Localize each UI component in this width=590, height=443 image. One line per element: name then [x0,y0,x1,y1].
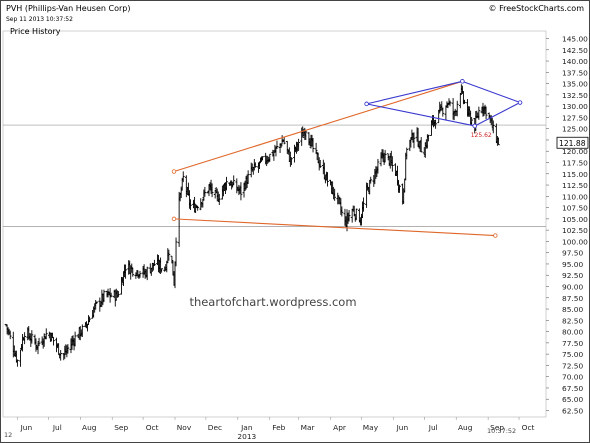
y-tick-label: 120.00 [562,147,588,156]
trendline [366,80,463,105]
y-tick-label: 137.50 [562,68,588,77]
plot-area [2,30,547,418]
y-tick-label: 102.50 [562,226,588,235]
x-tick-label: Jan [240,423,253,432]
y-tick-label: 145.00 [562,35,588,44]
x-tick-label: Jul [52,423,62,432]
y-tick-label: 92.50 [562,271,583,280]
x-axis: Jun Jul Aug Sep Oct Nov Dec Jan Feb Mar Apr May Jun J… [17,417,535,441]
x-tick-label: Dec [208,423,222,432]
x-tick-label: Aug [82,423,97,432]
y-tick-label: 135.00 [562,80,588,89]
x-tick-label: Sep [114,423,128,432]
y-tick-label: 112.50 [562,181,588,190]
footer-time-label: 10:37:52 [487,427,516,435]
y-tick-label: 97.50 [562,249,583,258]
trendline [462,80,521,104]
y-tick-label: 85.00 [562,305,583,314]
y-tick-label: 65.00 [562,395,583,404]
y-tick-label: 62.50 [562,407,583,416]
trendline-handle [493,233,498,238]
y-tick-label: 130.00 [562,102,588,111]
x-tick-label: Oct [146,423,159,432]
y-tick-label: 82.50 [562,316,583,325]
y-tick-label: 87.50 [562,294,583,303]
watermark-label: theartofchart.wordpress.com [189,295,356,309]
y-tick-label: 95.00 [562,260,583,269]
trendline-handle [171,216,177,222]
trendline-handle [364,101,369,107]
footer-left-label: 12 [4,431,12,439]
trendline [173,218,496,237]
last-price-box [556,136,589,149]
x-tick-label: Aug [458,423,473,432]
x-tick-label: Oct [522,423,535,432]
trendline [173,80,463,173]
y-tick-label: 77.50 [562,339,583,348]
copyright-label: © FreeStockCharts.com [488,4,584,13]
trendline-handle [472,123,477,129]
marker-price-label: 125.62 [471,132,492,139]
y-tick-label: 90.00 [562,283,583,292]
y-tick-label: 132.50 [562,91,588,100]
y-tick-label: 75.00 [562,350,583,359]
y-tick-label: 80.00 [562,328,583,337]
y-tick-label: 125.00 [562,125,588,134]
trendline-handle [171,169,177,174]
x-tick-label: Apr [333,423,347,432]
y-tick-label: 70.00 [562,373,583,382]
x-tick-label: Jul [428,423,438,432]
trendline [474,102,521,127]
trendline-handle [517,100,523,105]
y-tick-label: 105.00 [562,215,588,224]
y-tick-label: 115.00 [562,170,588,179]
y-tick-label: 110.00 [562,192,588,201]
x-tick-label: Mar [301,423,316,432]
price-bars [4,84,500,367]
x-tick-label: Nov [177,423,192,432]
y-tick-label: 117.50 [562,159,588,168]
chart-timestamp: Sep 11 2013 10:37:52 [6,16,73,23]
trendline-handle [460,79,465,84]
y-tick-label: 72.50 [562,361,583,370]
chart-title: PVH (Phillips-Van Heusen Corp) [6,4,131,13]
trendline [366,103,475,127]
y-tick-label: 140.00 [562,57,588,66]
y-tick-label: 142.50 [562,46,588,55]
y-tick-label: 107.50 [562,204,588,213]
y-tick-label: 127.50 [562,113,588,122]
x-tick-label: Sep [490,423,504,432]
chart-subtitle: Price History [10,27,61,36]
x-tick-label: Feb [272,423,285,432]
last-price-label: 121.88 [559,139,586,148]
y-tick-label: 67.50 [562,384,583,393]
x-year-label: 2013 [237,432,256,441]
x-tick-label: May [363,423,379,432]
x-tick-label: Jun [396,423,409,432]
x-tick-label: Jun [20,423,33,432]
y-axis: 145.00 142.50 140.00 137.50 135.00 132.50 130.… [546,35,588,416]
y-tick-label: 100.00 [562,237,588,246]
